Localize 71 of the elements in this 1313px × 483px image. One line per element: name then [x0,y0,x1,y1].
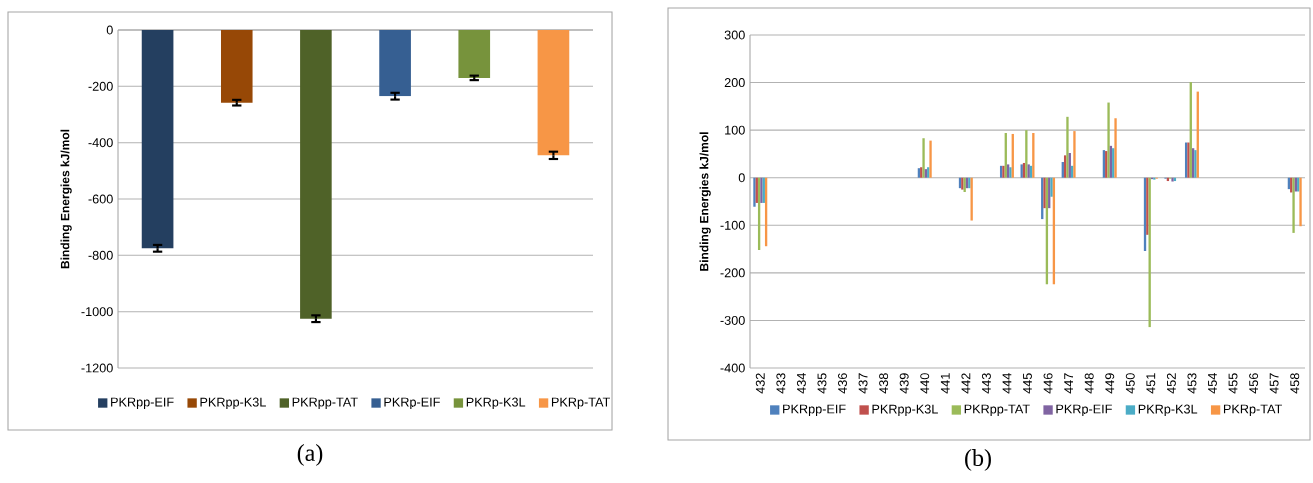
bar [1050,177,1053,197]
x-tick-label: 445 [1023,373,1032,394]
x-tick-label: 454 [1208,373,1217,394]
y-tick-label: 100 [725,125,745,135]
bar [1146,177,1149,235]
x-tick-label: 457 [1269,373,1279,394]
y-tick-label: 0 [106,25,113,35]
bar [1107,102,1110,178]
x-tick-label: 446 [1043,373,1053,394]
x-tick-label: 448 [1084,373,1094,394]
bar [1066,116,1069,178]
x-tick-label: 432 [755,373,765,394]
bar [1025,130,1028,178]
x-tick-label: 443 [981,373,991,394]
x-tick-label: 444 [1002,373,1012,394]
y-tick-label: -200 [720,268,745,278]
x-tick-label: 447 [1064,373,1073,394]
x-tick-label: 435 [817,373,827,394]
bar [929,140,932,178]
y-axis-title: Binding Energies kJ/mol [699,132,711,271]
y-tick-label: -100 [720,220,745,230]
y-tick-label: -400 [720,363,745,373]
legend-label: PKRpp-TAT [964,404,1030,416]
x-tick-label: 437 [858,373,868,394]
x-tick-label: 433 [776,373,786,394]
text: (b) [965,449,991,471]
y-tick-label: 200 [724,78,745,88]
legend-label: PKRp-TAT [1223,404,1282,416]
y-tick-label: -1200 [81,363,113,373]
bar [1292,177,1295,233]
y-tick-label: 300 [724,30,745,40]
y-tick-label: -400 [88,138,113,148]
legend-label: PKRp-EIF [384,397,440,410]
x-tick-label: 434 [796,373,806,394]
text: (a) [297,444,323,466]
x-tick-label: 450 [1125,373,1135,394]
x-tick-label: 442 [961,373,971,394]
legend-label: PKRp-EIF [1056,404,1112,416]
y-tick-label: -300 [720,315,745,325]
x-tick-label: 453 [1187,373,1197,394]
y-tick-label: 0 [738,173,745,183]
legend-label: PKRpp-EIF [783,404,846,416]
x-tick-label: 451 [1146,373,1156,394]
bar [1114,118,1117,178]
legend-label: PKRp-TAT [551,397,610,410]
x-tick-label: 452 [1166,373,1176,394]
y-axis-title: Binding Energies kJ/mol [60,129,72,269]
x-tick-label: 440 [920,373,930,394]
legend-label: PKRp-K3L [466,397,526,410]
y-tick-label: -600 [88,194,113,204]
x-tick-label: 456 [1249,373,1259,394]
bar [1073,131,1076,178]
bar [922,138,925,178]
legend-label: PKRpp-K3L [872,404,938,417]
x-tick-label: 439 [899,373,909,394]
bar [753,177,756,207]
x-tick-label: 436 [838,373,847,394]
bar [1299,177,1302,227]
y-tick-label: -1000 [81,307,113,317]
bar [1043,177,1046,209]
legend-label: PKRp-K3L [1138,404,1198,417]
x-tick-label: 458 [1290,373,1300,394]
x-tick-label: 455 [1228,373,1238,394]
x-tick-label: 441 [940,373,950,394]
legend-label: PKRpp-EIF [111,397,174,410]
x-tick-label: 449 [1105,373,1115,394]
legend-label: PKRpp-TAT [292,397,358,410]
x-tick-label: 438 [879,373,889,394]
y-tick-label: -800 [88,250,113,260]
y-tick-label: -200 [88,81,113,91]
legend-label: PKRpp-K3L [200,397,266,410]
